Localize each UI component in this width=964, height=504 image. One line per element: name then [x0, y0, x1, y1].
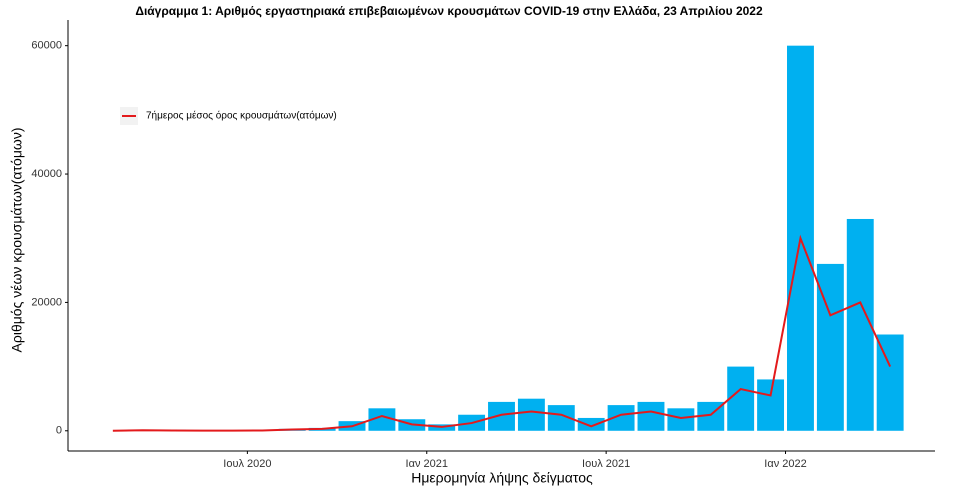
bar — [638, 402, 665, 431]
x-axis-label: Ημερομηνία λήψης δείγματος — [411, 470, 593, 486]
x-tick-label: Ιουλ 2021 — [582, 458, 630, 470]
x-tick-label: Ιαν 2021 — [406, 458, 448, 470]
y-axis-label: Αριθμός νέων κρουσμάτων(ατόμων) — [9, 128, 25, 353]
bar — [667, 408, 694, 430]
bar — [578, 418, 605, 431]
x-tick-label: Ιαν 2022 — [764, 458, 806, 470]
bar — [727, 367, 754, 431]
y-tick-label: 0 — [56, 425, 62, 437]
y-tick-label: 40000 — [31, 168, 62, 180]
y-tick-label: 20000 — [31, 296, 62, 308]
bar — [757, 379, 784, 430]
legend-label: 7ήμερος μέσος όρος κρουσμάτων(ατόμων) — [146, 110, 337, 122]
chart-title: Διάγραμμα 1: Αριθμός εργαστηριακά επιβεβ… — [135, 4, 763, 18]
bar — [877, 335, 904, 431]
y-tick-label: 60000 — [31, 40, 62, 52]
x-tick-label: Ιουλ 2020 — [223, 458, 271, 470]
bar — [518, 399, 545, 431]
